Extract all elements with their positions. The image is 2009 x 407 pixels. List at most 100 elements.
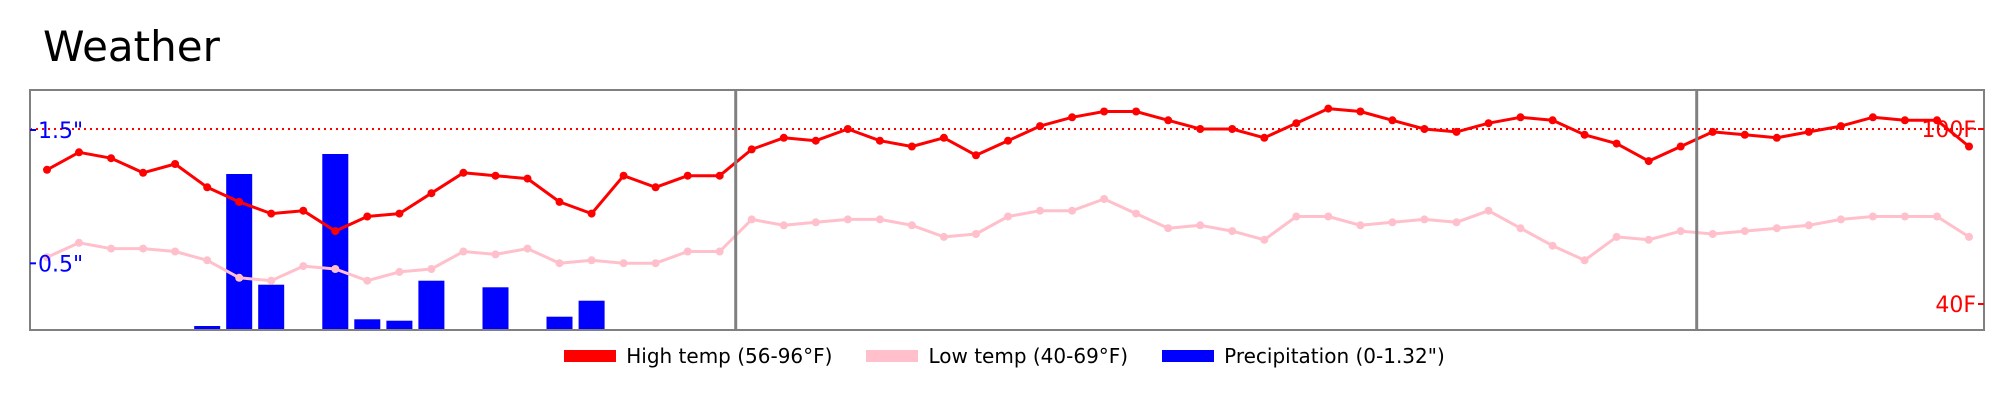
high-temp-point bbox=[107, 154, 116, 163]
low-temp-point bbox=[1644, 235, 1653, 244]
high-temp-point bbox=[1292, 119, 1301, 128]
high-temp-point bbox=[43, 165, 51, 174]
low-temp-point bbox=[1228, 227, 1237, 236]
legend-label-high: High temp (56-96°F) bbox=[626, 344, 833, 368]
low-temp-point bbox=[139, 244, 148, 253]
high-temp-point bbox=[1708, 127, 1717, 136]
high-temp-point bbox=[1132, 107, 1141, 116]
high-temp-point bbox=[1772, 133, 1781, 142]
high-temp-point bbox=[1388, 116, 1397, 125]
high-temp-point bbox=[427, 189, 436, 198]
low-temp-point bbox=[811, 218, 820, 227]
low-temp-point bbox=[1740, 227, 1749, 236]
low-temp-point bbox=[1580, 256, 1589, 265]
high-temp-point bbox=[363, 212, 372, 221]
high-temp-point bbox=[779, 133, 788, 142]
chart-frame bbox=[29, 89, 1985, 331]
low-temp-point bbox=[459, 247, 468, 256]
high-temp-point bbox=[235, 197, 244, 206]
high-temp-point bbox=[491, 171, 500, 180]
low-temp-point bbox=[1068, 206, 1077, 215]
high-temp-point bbox=[843, 125, 852, 133]
precip-tick-label: 1.5" bbox=[38, 119, 83, 144]
temp-tick-label: 40F bbox=[1935, 293, 1976, 318]
low-temp-point bbox=[843, 215, 852, 224]
low-temp-point bbox=[299, 262, 308, 271]
precip-bar bbox=[322, 154, 349, 330]
low-temp-point bbox=[1292, 212, 1301, 221]
low-temp-point bbox=[1612, 232, 1621, 241]
precip-bar bbox=[418, 280, 445, 330]
precip-bar bbox=[546, 316, 573, 330]
high-temp-point bbox=[1452, 127, 1461, 136]
high-temp-point bbox=[523, 174, 532, 183]
high-temp-point bbox=[171, 160, 180, 168]
legend-swatch-low bbox=[866, 350, 919, 362]
high-temp-point bbox=[715, 171, 724, 180]
high-temp-point bbox=[1580, 130, 1589, 139]
legend-label-precip: Precipitation (0-1.32") bbox=[1224, 344, 1445, 368]
high-temp-point bbox=[1356, 107, 1365, 116]
low-temp-point bbox=[779, 221, 788, 230]
high-temp-point bbox=[1068, 113, 1077, 122]
low-temp-point bbox=[907, 221, 916, 230]
precip-bar bbox=[194, 326, 221, 330]
low-temp-point bbox=[1933, 212, 1941, 221]
high-temp-point bbox=[1676, 142, 1685, 151]
low-temp-point bbox=[683, 247, 692, 256]
high-temp-point bbox=[1484, 119, 1493, 128]
low-temp-point bbox=[1804, 221, 1813, 230]
high-temp-point bbox=[1196, 125, 1205, 133]
precipitation-bars bbox=[194, 154, 605, 330]
low-temp-point bbox=[267, 276, 276, 285]
high-temp-point bbox=[1933, 116, 1941, 125]
low-temp-point bbox=[1324, 212, 1333, 221]
high-temp-point bbox=[1836, 122, 1845, 131]
high-temp-point bbox=[1164, 116, 1173, 125]
high-temp-point bbox=[683, 171, 692, 180]
high-temp-point bbox=[939, 133, 948, 142]
high-temp-point bbox=[1900, 116, 1909, 125]
low-temp-point bbox=[1965, 232, 1973, 241]
precip-bar bbox=[482, 287, 509, 330]
high-temp-point bbox=[651, 183, 660, 192]
high-temp-point bbox=[1100, 107, 1109, 116]
high-temp-point bbox=[972, 151, 980, 160]
high-temp-point bbox=[299, 206, 308, 215]
low-temp-point bbox=[203, 256, 212, 265]
low-temp-point bbox=[747, 215, 756, 224]
plot-border bbox=[29, 89, 1985, 331]
low-temp-point bbox=[1708, 230, 1717, 238]
high-temp-point bbox=[395, 209, 404, 218]
legend-item-low: Low temp (40-69°F) bbox=[866, 344, 1128, 368]
low-temp-point bbox=[1036, 206, 1044, 215]
temperature-lines bbox=[30, 104, 1984, 285]
low-temp-point bbox=[1484, 206, 1493, 215]
low-temp-point bbox=[523, 244, 532, 253]
high-temp-point bbox=[1324, 104, 1333, 113]
low-temp-point bbox=[1772, 224, 1781, 233]
low-temp-point bbox=[1836, 215, 1845, 224]
high-temp-point bbox=[75, 148, 83, 157]
low-temp-point bbox=[1452, 218, 1461, 227]
low-temp-point bbox=[1132, 209, 1141, 218]
low-temp-point bbox=[1260, 235, 1269, 244]
legend-item-precip: Precipitation (0-1.32") bbox=[1162, 344, 1445, 368]
high-temp-point bbox=[267, 209, 276, 218]
high-temp-point bbox=[1548, 116, 1557, 125]
temp-tick-label: 100F bbox=[1921, 118, 1976, 143]
axis-ticks: 100F 40F 1.5" 0.5" bbox=[30, 118, 1984, 318]
low-temp-point bbox=[331, 265, 340, 273]
low-temp-point bbox=[43, 253, 51, 262]
low-temp-point bbox=[1388, 218, 1397, 227]
low-temp-point bbox=[1004, 212, 1012, 221]
low-temp-point bbox=[715, 247, 724, 256]
high-temp-point bbox=[1612, 139, 1621, 148]
low-temp-point bbox=[1548, 241, 1557, 250]
low-temp-point bbox=[427, 265, 436, 273]
low-temp-point bbox=[491, 250, 500, 259]
low-temp-point bbox=[587, 256, 596, 265]
low-temp-point bbox=[1420, 215, 1429, 224]
high-temp-point bbox=[1740, 130, 1749, 139]
high-temp-point bbox=[811, 136, 820, 145]
